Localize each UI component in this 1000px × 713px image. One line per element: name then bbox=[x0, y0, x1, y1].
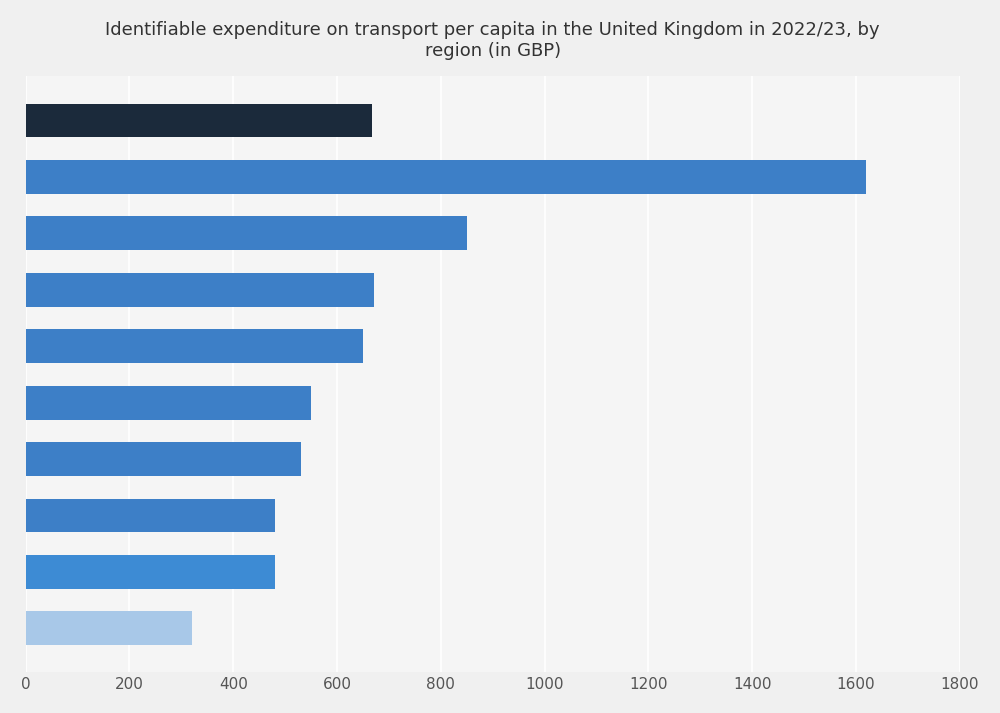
Bar bbox=[26, 498, 275, 533]
Bar bbox=[26, 273, 374, 307]
Title: Identifiable expenditure on transport per capita in the United Kingdom in 2022/2: Identifiable expenditure on transport pe… bbox=[105, 21, 880, 60]
Bar bbox=[26, 217, 467, 250]
Bar bbox=[26, 611, 192, 645]
Bar bbox=[26, 555, 275, 589]
Bar bbox=[26, 329, 363, 363]
Bar bbox=[26, 442, 301, 476]
Bar bbox=[26, 386, 311, 419]
Bar bbox=[26, 160, 866, 194]
Bar bbox=[26, 103, 372, 138]
